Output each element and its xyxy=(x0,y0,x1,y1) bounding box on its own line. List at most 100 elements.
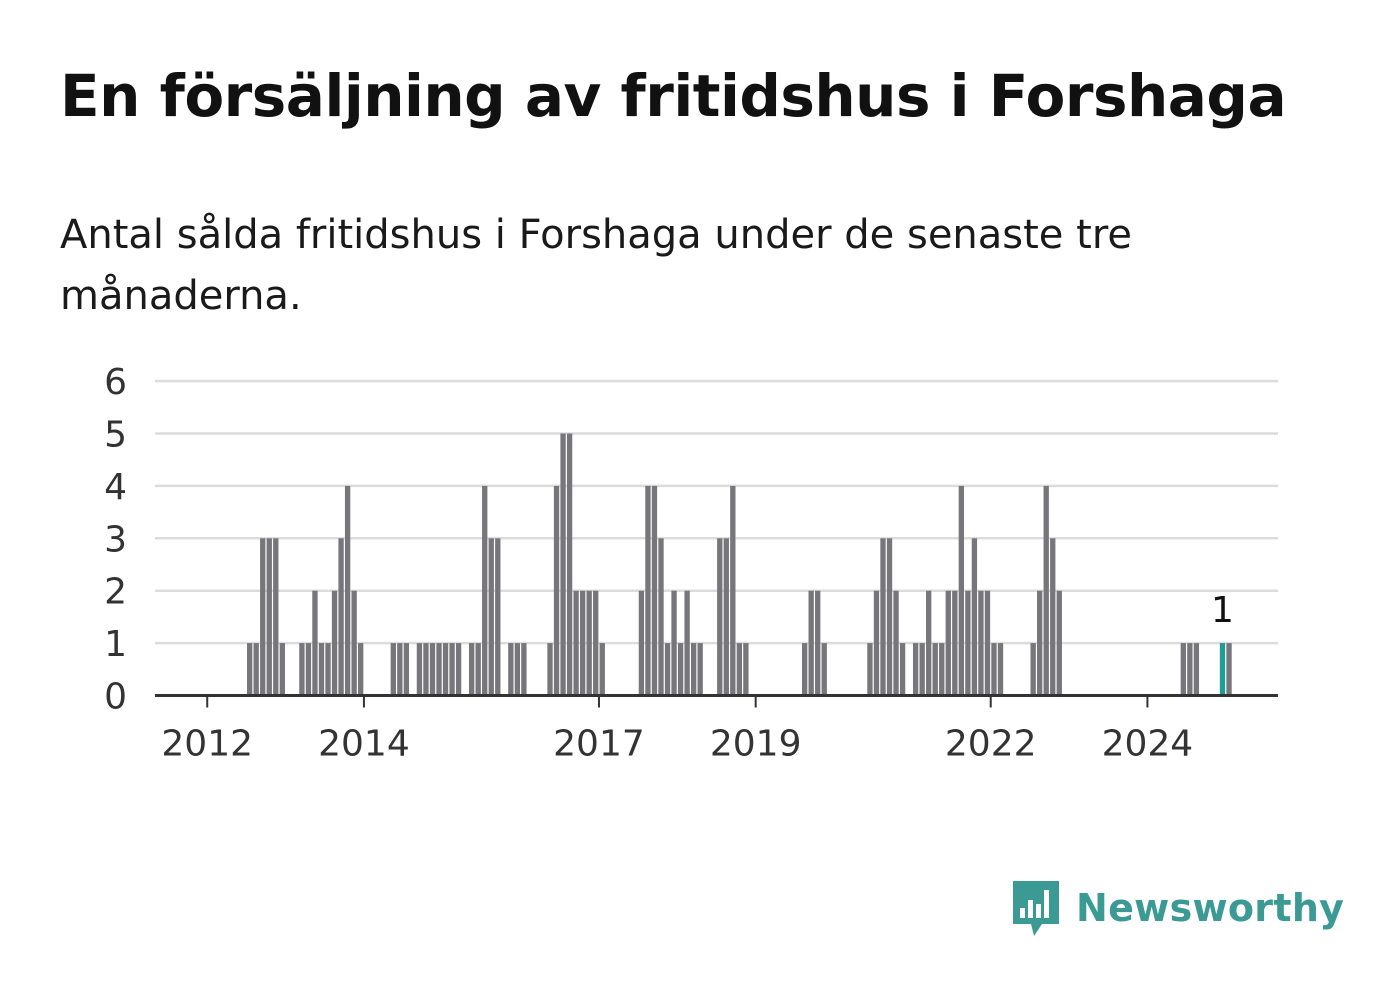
bar xyxy=(331,590,338,696)
bar xyxy=(468,643,475,696)
bar xyxy=(423,643,429,696)
bar xyxy=(1037,590,1043,696)
bar xyxy=(455,643,462,696)
bar xyxy=(1050,538,1056,696)
bar xyxy=(952,590,958,696)
newsworthy-logo-icon xyxy=(1013,881,1059,936)
bar xyxy=(247,643,253,696)
x-tick-label: 2014 xyxy=(318,724,410,765)
bar xyxy=(325,643,331,696)
bar xyxy=(958,485,965,696)
bar xyxy=(416,643,423,696)
bar xyxy=(697,643,703,696)
x-tick-label: 2022 xyxy=(945,724,1037,765)
bar xyxy=(260,538,266,696)
bar xyxy=(475,643,481,696)
bar xyxy=(560,433,566,696)
bar xyxy=(593,590,599,696)
bar xyxy=(358,643,364,696)
bar xyxy=(690,643,697,696)
bar xyxy=(801,643,808,696)
highlighted-bar xyxy=(1219,643,1226,696)
bar xyxy=(1193,643,1200,696)
bar xyxy=(429,643,436,696)
bar xyxy=(273,538,279,696)
bar xyxy=(299,643,305,696)
bar xyxy=(488,538,494,696)
bar xyxy=(684,590,690,696)
bar xyxy=(1043,485,1049,696)
bar xyxy=(893,590,899,696)
bar xyxy=(1187,643,1193,696)
bar-chart: 0 1 2 3 4 5 6 2012 2014 2017 2019 2022 2024 1 xyxy=(104,362,1278,765)
bar xyxy=(553,485,560,696)
data-label: 1 xyxy=(1211,590,1234,631)
bar xyxy=(723,538,729,696)
bar xyxy=(867,643,873,696)
bar xyxy=(671,590,677,696)
x-tick-label: 2012 xyxy=(161,724,253,765)
bar xyxy=(932,643,938,696)
bar xyxy=(1226,643,1232,696)
bar xyxy=(495,538,501,696)
bar xyxy=(1180,643,1186,696)
bar xyxy=(965,590,971,696)
bar xyxy=(351,590,357,696)
bar xyxy=(508,643,514,696)
bar xyxy=(978,590,984,696)
bar xyxy=(997,643,1004,696)
bar xyxy=(677,643,684,696)
bar xyxy=(821,643,827,696)
bar xyxy=(279,643,285,696)
x-tick-label: 2019 xyxy=(710,724,802,765)
bar xyxy=(449,643,455,696)
bar xyxy=(886,538,893,696)
bar xyxy=(599,643,605,696)
bar xyxy=(945,590,951,696)
brand-logo: Newsworthy xyxy=(1010,878,1344,938)
bar xyxy=(880,538,886,696)
bar xyxy=(730,485,736,696)
bar xyxy=(521,643,527,696)
x-tick-label: 2024 xyxy=(1102,724,1194,765)
bar xyxy=(579,590,586,696)
bar xyxy=(266,538,272,696)
bar xyxy=(1030,643,1036,696)
bar xyxy=(658,538,664,696)
y-tick-label: 6 xyxy=(104,362,127,403)
bar xyxy=(736,643,743,696)
bar xyxy=(403,643,410,696)
bar xyxy=(338,538,344,696)
bar xyxy=(815,590,821,696)
x-tick-label: 2017 xyxy=(553,724,645,765)
bar xyxy=(514,643,521,696)
bar xyxy=(253,643,259,696)
bar xyxy=(899,643,906,696)
bar xyxy=(436,643,442,696)
bar xyxy=(984,590,991,696)
bar xyxy=(664,643,671,696)
bar xyxy=(318,643,325,696)
bar xyxy=(442,643,449,696)
bar xyxy=(312,590,318,696)
bar xyxy=(390,643,396,696)
bar xyxy=(971,538,978,696)
y-tick-label: 4 xyxy=(104,467,127,508)
y-tick-label: 1 xyxy=(104,624,127,665)
bar xyxy=(397,643,403,696)
bar xyxy=(573,590,579,696)
bar xyxy=(305,643,312,696)
bar xyxy=(991,643,997,696)
y-tick-label: 3 xyxy=(104,519,127,560)
chart-subtitle: Antal sålda fritidshus i Forshaga under … xyxy=(60,212,1132,319)
bar xyxy=(566,433,573,696)
bar xyxy=(808,590,814,696)
bar xyxy=(939,643,945,696)
bar xyxy=(919,643,925,696)
brand-name: Newsworthy xyxy=(1076,886,1345,930)
bar xyxy=(344,485,351,696)
bar xyxy=(743,643,749,696)
bar xyxy=(482,485,488,696)
bar xyxy=(651,485,658,696)
bar xyxy=(645,485,651,696)
